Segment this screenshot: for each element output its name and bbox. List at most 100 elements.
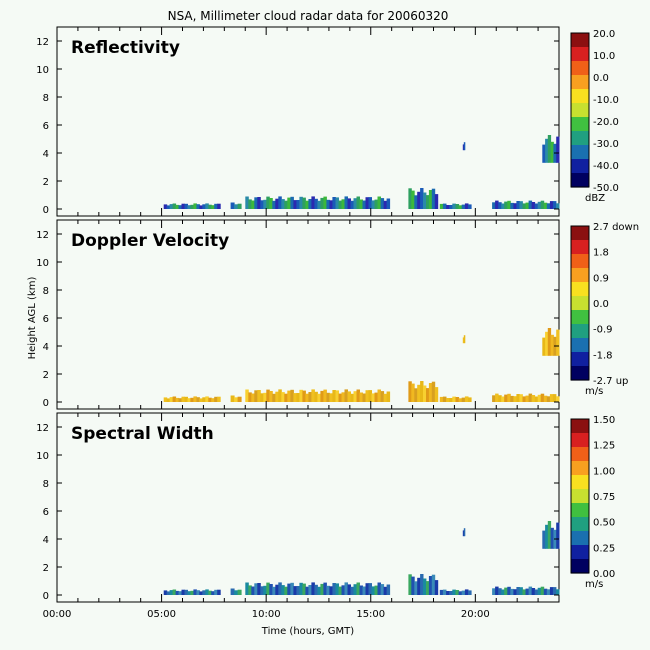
cloud-cell [442, 589, 447, 595]
cloud-cell [543, 395, 548, 402]
cloud-cell [234, 204, 239, 209]
cloud-cell [446, 205, 450, 209]
cloud-cell [540, 586, 545, 595]
cloud-cell [492, 395, 496, 402]
cloud-cell [374, 585, 378, 595]
cloud-cell [163, 590, 168, 595]
colorbar-tick-label: -1.8 [593, 350, 613, 361]
cloud-cell [326, 199, 330, 209]
cloud-cell [543, 202, 548, 209]
cloud-cell [380, 198, 385, 209]
cloud-cell [260, 586, 264, 595]
cloud-cell [556, 329, 560, 356]
x-tick-label: 00:00 [43, 609, 72, 620]
cloud-cell [461, 204, 466, 209]
cloud-cell [347, 584, 351, 595]
cloud-cell [211, 591, 215, 595]
cloud-cell [214, 589, 218, 595]
cloud-cell [365, 583, 369, 595]
colorbar-swatch [571, 240, 589, 255]
cloud-cell [458, 205, 463, 209]
colorbar-swatch [571, 254, 589, 269]
chart-title: NSA, Millimeter cloud radar data for 200… [168, 9, 449, 23]
cloud-cell [311, 389, 315, 402]
cloud-cell [248, 199, 252, 209]
cloud-cell [251, 586, 255, 595]
cloud-cell [428, 383, 433, 402]
cloud-cell [531, 202, 536, 209]
cloud-cell [217, 396, 221, 402]
cloud-cell [458, 398, 463, 402]
colorbar-swatch [571, 531, 589, 546]
cloud-cell [172, 589, 177, 595]
panel-title: Reflectivity [71, 38, 180, 58]
cloud-cell [257, 390, 261, 402]
cloud-cell [549, 587, 554, 595]
cloud-cell [284, 200, 288, 209]
cloud-cell [302, 197, 306, 209]
panel-frame [56, 26, 560, 217]
cloud-cell [428, 190, 433, 209]
cloud-cell [442, 396, 447, 402]
x-axis-label: Time (hours, GMT) [261, 626, 355, 637]
cloud-cell [461, 590, 466, 595]
cloud-cell [287, 390, 291, 402]
cloud-cell [501, 396, 505, 402]
cloud-cell [420, 188, 424, 209]
cloud-cell [522, 203, 526, 209]
cloud-cell [299, 389, 303, 402]
cloud-cell [332, 390, 336, 402]
cloud-cell [547, 135, 552, 163]
cloud-cell [516, 394, 520, 402]
cloud-cell [193, 203, 197, 209]
cloud-cell [431, 188, 436, 209]
cloud-cell [504, 587, 508, 595]
cloud-cell [338, 586, 342, 595]
cloud-cell [464, 396, 469, 402]
cloud-cell [332, 583, 336, 595]
cloud-cell [172, 396, 177, 402]
cloud-cell [299, 582, 303, 595]
cloud-cell [323, 582, 327, 595]
cloud-cell [326, 585, 330, 595]
cloud-cell [362, 200, 366, 209]
cloud-cell [383, 586, 388, 595]
colorbar-swatch [571, 282, 589, 297]
cloud-cell [353, 584, 357, 595]
cloud-cell [281, 585, 285, 595]
cloud-cell [323, 389, 327, 402]
cloud-cell [329, 200, 333, 209]
colorbar-tick-label: -20.0 [593, 117, 619, 128]
cloud-cell [248, 392, 252, 402]
cloud-cell [205, 396, 209, 402]
cloud-cell [305, 393, 309, 402]
colorbar-swatch [571, 433, 589, 448]
cloud-cell [463, 335, 466, 344]
y-tick-label: 6 [43, 314, 49, 325]
cloud-cell [386, 198, 391, 209]
cloud-cell [449, 398, 453, 402]
cloud-cell [550, 527, 554, 549]
cloud-cell [458, 591, 463, 595]
cloud-cell [468, 397, 472, 402]
x-tick-label: 10:00 [252, 609, 281, 620]
cloud-cell [519, 587, 523, 595]
colorbar-swatch [571, 475, 589, 490]
cloud-cell [414, 195, 418, 209]
cloud-cell [463, 142, 466, 151]
cloud-cell [540, 200, 545, 209]
cloud-cell [513, 203, 517, 209]
cloud-cell [284, 586, 288, 595]
cloud-cell [528, 200, 533, 209]
cloud-cell [254, 197, 258, 209]
colorbar-swatch [571, 352, 589, 367]
cloud-cell [329, 586, 333, 595]
cloud-cell [495, 586, 499, 595]
cloud-cell [540, 393, 545, 402]
cloud-cell [362, 393, 366, 402]
cloud-cell [545, 138, 549, 163]
cloud-cell [386, 584, 391, 595]
cloud-cell [308, 585, 312, 595]
cloud-cell [205, 589, 209, 595]
